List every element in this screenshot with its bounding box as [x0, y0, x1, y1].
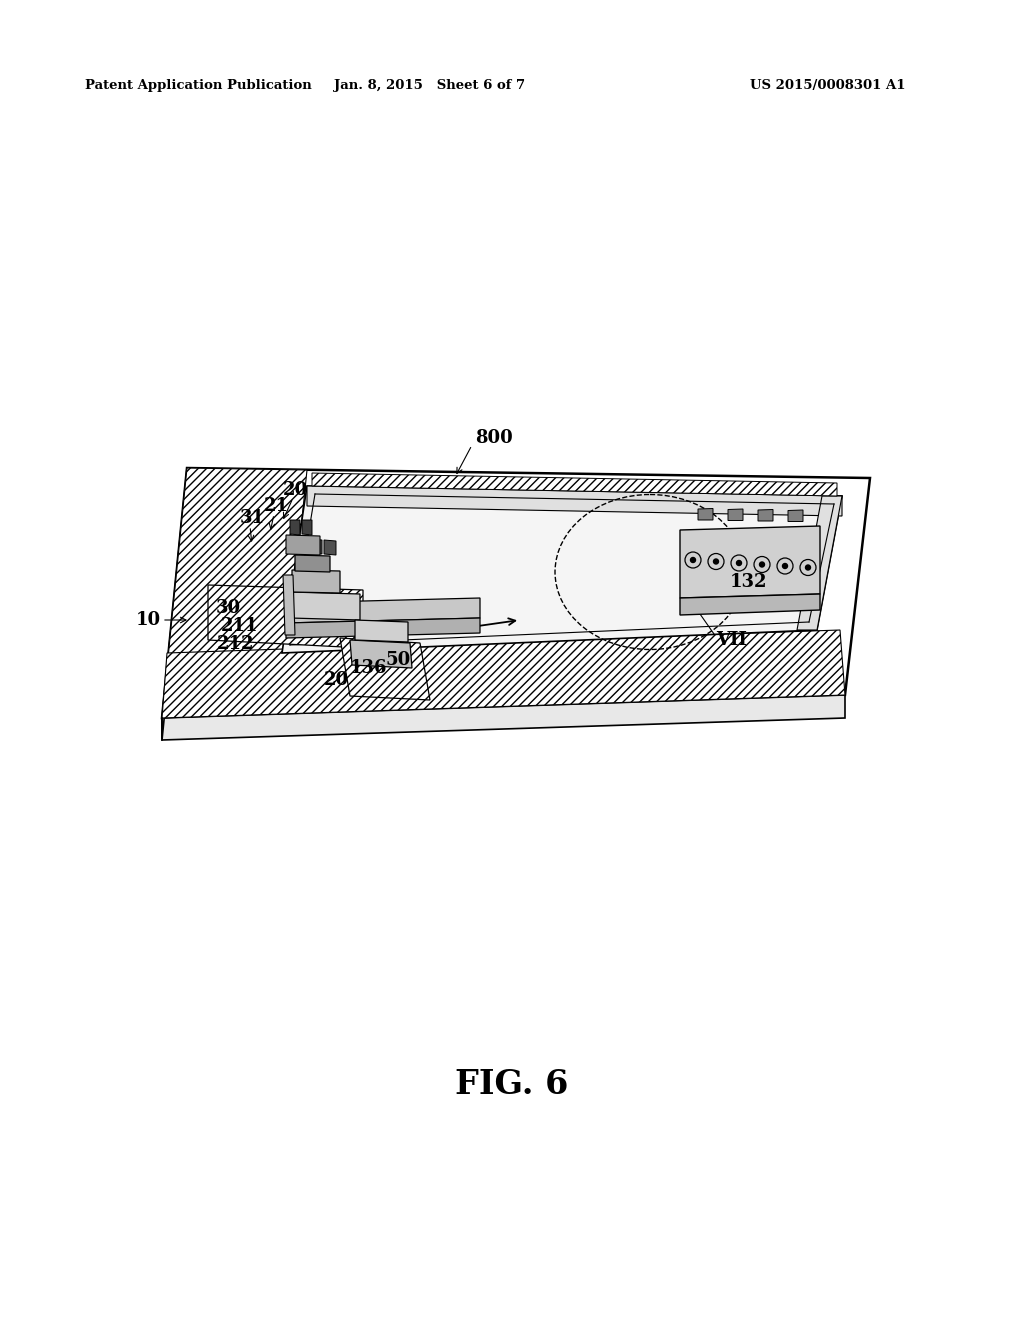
Text: 132: 132: [730, 573, 768, 591]
Polygon shape: [208, 585, 362, 648]
Text: 136: 136: [349, 659, 387, 677]
Polygon shape: [162, 630, 845, 718]
Polygon shape: [698, 508, 713, 520]
Polygon shape: [680, 594, 820, 615]
Polygon shape: [286, 598, 480, 623]
Circle shape: [690, 557, 695, 562]
Text: 10: 10: [135, 611, 161, 630]
Text: 800: 800: [475, 429, 513, 447]
Polygon shape: [286, 618, 480, 638]
Polygon shape: [312, 473, 837, 496]
Polygon shape: [324, 540, 336, 554]
Text: 212: 212: [217, 635, 255, 653]
Polygon shape: [355, 620, 408, 642]
Circle shape: [714, 558, 719, 564]
Polygon shape: [286, 535, 319, 554]
Polygon shape: [162, 469, 307, 718]
Circle shape: [806, 565, 811, 570]
Polygon shape: [310, 539, 322, 554]
Circle shape: [782, 564, 787, 569]
Text: Patent Application Publication: Patent Application Publication: [85, 79, 311, 92]
Polygon shape: [292, 570, 340, 593]
Polygon shape: [282, 486, 842, 653]
Polygon shape: [290, 591, 360, 620]
Text: FIG. 6: FIG. 6: [456, 1068, 568, 1101]
Text: VII: VII: [716, 631, 746, 649]
Text: 20: 20: [283, 480, 307, 499]
Text: 30: 30: [215, 599, 241, 616]
Text: 211: 211: [221, 616, 259, 635]
Polygon shape: [340, 638, 430, 700]
Text: 21: 21: [263, 498, 289, 515]
Polygon shape: [307, 486, 842, 516]
Polygon shape: [350, 640, 412, 668]
Polygon shape: [283, 576, 295, 635]
Polygon shape: [162, 469, 870, 718]
Polygon shape: [162, 696, 845, 741]
Text: US 2015/0008301 A1: US 2015/0008301 A1: [750, 79, 905, 92]
Text: 50: 50: [385, 651, 411, 669]
Polygon shape: [162, 469, 187, 741]
Text: 20: 20: [324, 671, 348, 689]
Text: 31: 31: [240, 510, 264, 527]
Text: Jan. 8, 2015   Sheet 6 of 7: Jan. 8, 2015 Sheet 6 of 7: [335, 79, 525, 92]
Polygon shape: [788, 510, 803, 521]
Polygon shape: [680, 525, 820, 598]
Polygon shape: [728, 510, 743, 520]
Polygon shape: [295, 554, 330, 572]
Circle shape: [736, 561, 741, 565]
Polygon shape: [290, 520, 300, 535]
Polygon shape: [296, 539, 308, 553]
Polygon shape: [758, 510, 773, 521]
Circle shape: [760, 562, 765, 568]
Polygon shape: [302, 520, 312, 535]
Polygon shape: [797, 496, 842, 630]
